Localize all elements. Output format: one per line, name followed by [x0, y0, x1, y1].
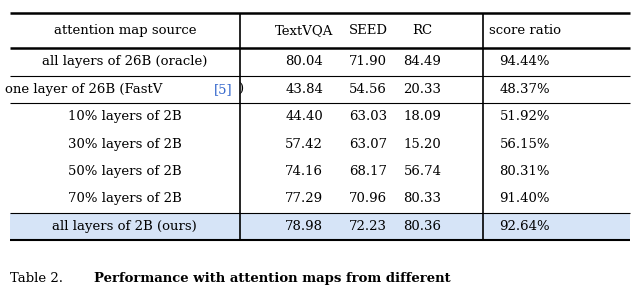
Text: Performance with attention maps from different: Performance with attention maps from dif…: [95, 272, 451, 285]
Text: 63.03: 63.03: [349, 110, 387, 123]
Bar: [10, 213, 630, 240]
Text: 72.23: 72.23: [349, 220, 387, 233]
Text: 68.17: 68.17: [349, 165, 387, 178]
Text: 77.29: 77.29: [285, 192, 323, 206]
Text: 78.98: 78.98: [285, 220, 323, 233]
Text: 18.09: 18.09: [403, 110, 442, 123]
Text: 44.40: 44.40: [285, 110, 323, 123]
Text: 80.31%: 80.31%: [500, 165, 550, 178]
Text: 15.20: 15.20: [404, 137, 441, 151]
Text: [5]: [5]: [214, 83, 232, 96]
Text: 94.44%: 94.44%: [500, 55, 550, 68]
Text: RC: RC: [412, 24, 433, 37]
Text: 74.16: 74.16: [285, 165, 323, 178]
Text: 70% layers of 2B: 70% layers of 2B: [68, 192, 182, 206]
Text: 43.84: 43.84: [285, 83, 323, 96]
Text: 57.42: 57.42: [285, 137, 323, 151]
Text: 71.90: 71.90: [349, 55, 387, 68]
Text: 80.04: 80.04: [285, 55, 323, 68]
Text: 80.33: 80.33: [403, 192, 442, 206]
Text: 91.40%: 91.40%: [500, 192, 550, 206]
Text: all layers of 2B (ours): all layers of 2B (ours): [52, 220, 197, 233]
Text: all layers of 26B (oracle): all layers of 26B (oracle): [42, 55, 207, 68]
Text: SEED: SEED: [349, 24, 387, 37]
Text: one layer of 26B (FastV: one layer of 26B (FastV: [5, 83, 167, 96]
Text: 80.36: 80.36: [403, 220, 442, 233]
Text: 56.74: 56.74: [403, 165, 442, 178]
Text: attention map source: attention map source: [54, 24, 196, 37]
Text: 30% layers of 2B: 30% layers of 2B: [68, 137, 182, 151]
Text: 92.64%: 92.64%: [499, 220, 550, 233]
Text: 51.92%: 51.92%: [500, 110, 550, 123]
Text: 50% layers of 2B: 50% layers of 2B: [68, 165, 182, 178]
Text: 54.56: 54.56: [349, 83, 387, 96]
Text: 48.37%: 48.37%: [499, 83, 550, 96]
Text: 63.07: 63.07: [349, 137, 387, 151]
Text: 20.33: 20.33: [403, 83, 442, 96]
Text: 56.15%: 56.15%: [500, 137, 550, 151]
Text: 70.96: 70.96: [349, 192, 387, 206]
Text: score ratio: score ratio: [489, 24, 561, 37]
Text: Table 2.: Table 2.: [10, 272, 76, 285]
Text: 84.49: 84.49: [403, 55, 442, 68]
Text: TextVQA: TextVQA: [275, 24, 333, 37]
Text: 10% layers of 2B: 10% layers of 2B: [68, 110, 182, 123]
Text: ): ): [238, 83, 243, 96]
